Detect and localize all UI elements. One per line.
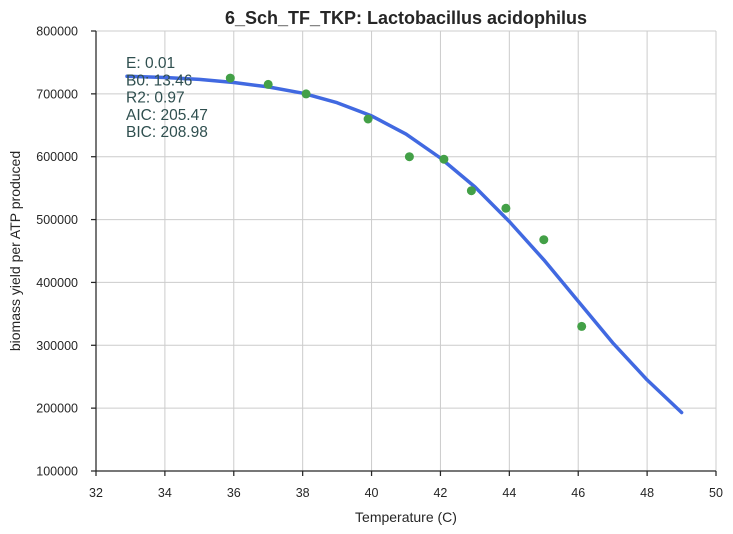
fit-statistic-line: AIC: 205.47 [126,107,208,124]
y-tick-label: 800000 [36,25,78,39]
x-tick-label: 46 [571,486,585,500]
x-tick-label: 44 [502,486,516,500]
fit-statistic-line: E: 0.01 [126,55,175,72]
data-point [363,114,373,124]
data-point [466,186,476,196]
data-point [263,79,273,89]
data-point [501,203,511,213]
x-axis-label: Temperature (C) [355,509,457,525]
data-point [225,73,235,83]
data-point [404,152,414,162]
x-tick-label: 38 [296,486,310,500]
ticks: 32 34 36 38 40 42 44 46 48 50 100000 200000 300000 40… [36,25,723,501]
y-tick-label: 700000 [36,87,78,101]
x-tick-label: 42 [433,486,447,500]
y-tick-label: 100000 [36,465,78,479]
fit-curve [125,74,684,415]
x-tick-label: 40 [365,486,379,500]
data-point [439,154,449,164]
data-point [577,321,587,331]
y-tick-label: 600000 [36,150,78,164]
axes [95,31,716,472]
fit-statistic-line: R2: 0.97 [126,90,185,107]
x-tick-label: 36 [227,486,241,500]
x-tick-label: 48 [640,486,654,500]
marks [125,73,684,415]
x-tick-label: 32 [89,486,103,500]
x-tick-label: 34 [158,486,172,500]
y-axis-label: biomass yield per ATP produced [7,151,23,351]
chart-title: 6_Sch_TF_TKP: Lactobacillus acidophilus [225,8,587,28]
y-tick-label: 400000 [36,276,78,290]
fit-statistic-line: BIC: 208.98 [126,124,208,141]
y-tick-label: 500000 [36,213,78,227]
y-tick-label: 300000 [36,339,78,353]
data-point [301,89,311,99]
data-point [539,235,549,245]
fit-statistic-line: B0: 13.46 [126,72,192,89]
y-tick-label: 200000 [36,402,78,416]
x-tick-label: 50 [709,486,723,500]
